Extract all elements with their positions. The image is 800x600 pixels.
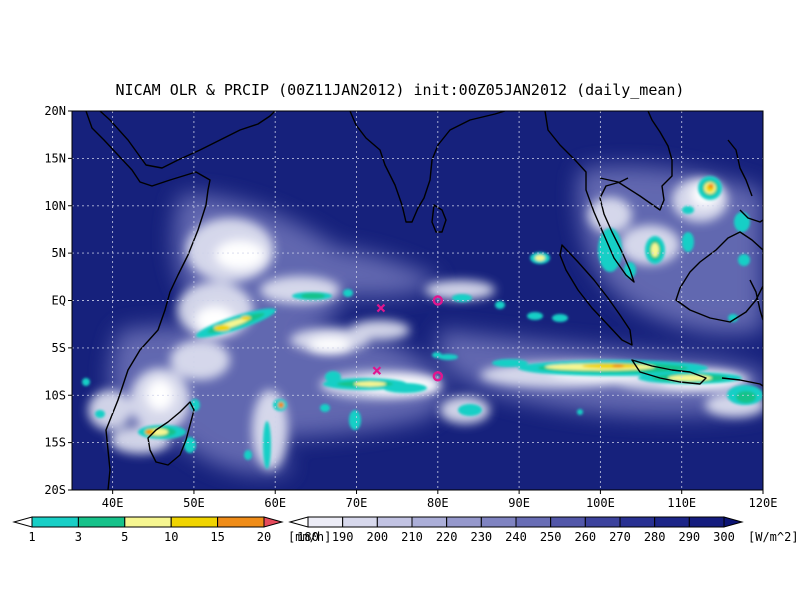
colorbar-swatch <box>170 516 219 528</box>
longitude-labels: 40E 50E 60E 70E 80E 90E 100E 110E 120E <box>102 496 778 510</box>
colorbar-swatch <box>342 516 378 528</box>
colorbar-swatch <box>584 516 621 528</box>
colorbar-unit: [W/m^2] <box>748 530 799 544</box>
grid-lines <box>72 111 763 490</box>
colorbar-swatch <box>550 516 586 528</box>
colorbar-swatch <box>515 516 552 528</box>
colorbar-label: 5 <box>121 530 128 544</box>
latitude-labels: 20N 15N 10N 5N EQ 5S 10S 15S 20S <box>44 104 66 497</box>
lon-label: 120E <box>749 496 778 510</box>
colorbar-label: 230 <box>470 530 492 544</box>
colorbar-swatch <box>376 516 413 528</box>
colorbar-label: 280 <box>644 530 666 544</box>
colorbar-swatch <box>124 516 172 528</box>
marker-cross <box>372 366 382 375</box>
marker-circle <box>432 371 444 382</box>
colorbar-swatch <box>31 516 79 528</box>
lon-label: 100E <box>586 496 615 510</box>
lon-label: 80E <box>427 496 449 510</box>
colorbar-under-triangle <box>12 516 33 528</box>
precip-legend: 1 3 5 10 15 20 [mm/h] <box>12 516 331 544</box>
colorbar-swatch <box>480 516 517 528</box>
lon-label: 60E <box>264 496 286 510</box>
lon-label: 90E <box>508 496 530 510</box>
colorbar-label: 290 <box>678 530 700 544</box>
olr-legend: 180 190 200 210 220 230 240 250 260 270 280 290 300 [… <box>288 516 799 544</box>
lat-label: 20N <box>44 104 66 118</box>
lon-label: 70E <box>346 496 368 510</box>
colorbar-over-triangle <box>723 516 744 528</box>
colorbar-swatch <box>619 516 656 528</box>
lat-label: 20S <box>44 483 66 497</box>
colorbar-swatch <box>307 516 344 528</box>
map-title: NICAM OLR & PRCIP (00Z11JAN2012) init:00… <box>116 81 685 99</box>
lon-label: 40E <box>102 496 124 510</box>
colorbar-label: 3 <box>75 530 82 544</box>
colorbar-label: 190 <box>332 530 354 544</box>
lat-label: 5N <box>52 246 66 260</box>
colorbar-label: 240 <box>505 530 527 544</box>
colorbar-under-triangle <box>288 516 309 528</box>
map-panel: 20N 15N 10N 5N EQ 5S 10S 15S 20S 40E 50E 60E 70E 80E… <box>44 104 777 510</box>
coastlines <box>85 111 763 490</box>
lon-label: 50E <box>183 496 205 510</box>
colorbar-label: 260 <box>574 530 596 544</box>
colorbar-label: 200 <box>366 530 388 544</box>
marker-circle <box>432 295 444 306</box>
lat-label: 15S <box>44 436 66 450</box>
colorbar-swatch <box>654 516 690 528</box>
storm-markers <box>372 295 444 382</box>
lon-label: 110E <box>667 496 696 510</box>
colorbar-swatch <box>411 516 448 528</box>
lat-label: 15N <box>44 151 66 165</box>
marker-cross <box>376 303 386 313</box>
colorbar-over-triangle <box>263 516 284 528</box>
colorbar-label: 10 <box>164 530 178 544</box>
colorbar-swatch <box>77 516 126 528</box>
axis-ticks <box>68 110 764 494</box>
colorbar-label: 210 <box>401 530 423 544</box>
colorbar-label: 15 <box>210 530 224 544</box>
colorbar-swatch <box>688 516 725 528</box>
lat-label: EQ <box>52 294 66 308</box>
lat-label: 10N <box>44 199 66 213</box>
colorbar-unit: [mm/h] <box>288 530 331 544</box>
lat-label: 10S <box>44 388 66 402</box>
colorbar-label: 1 <box>28 530 35 544</box>
lat-label: 5S <box>52 341 66 355</box>
colorbar-swatch <box>217 516 265 528</box>
colorbar-label: 270 <box>609 530 631 544</box>
colorbar-label: 250 <box>540 530 562 544</box>
colorbar-swatch <box>446 516 482 528</box>
colorbar-label: 20 <box>257 530 271 544</box>
colorbar-label: 300 <box>713 530 735 544</box>
colorbar-label: 180 <box>297 530 319 544</box>
colorbar-label: 220 <box>436 530 458 544</box>
